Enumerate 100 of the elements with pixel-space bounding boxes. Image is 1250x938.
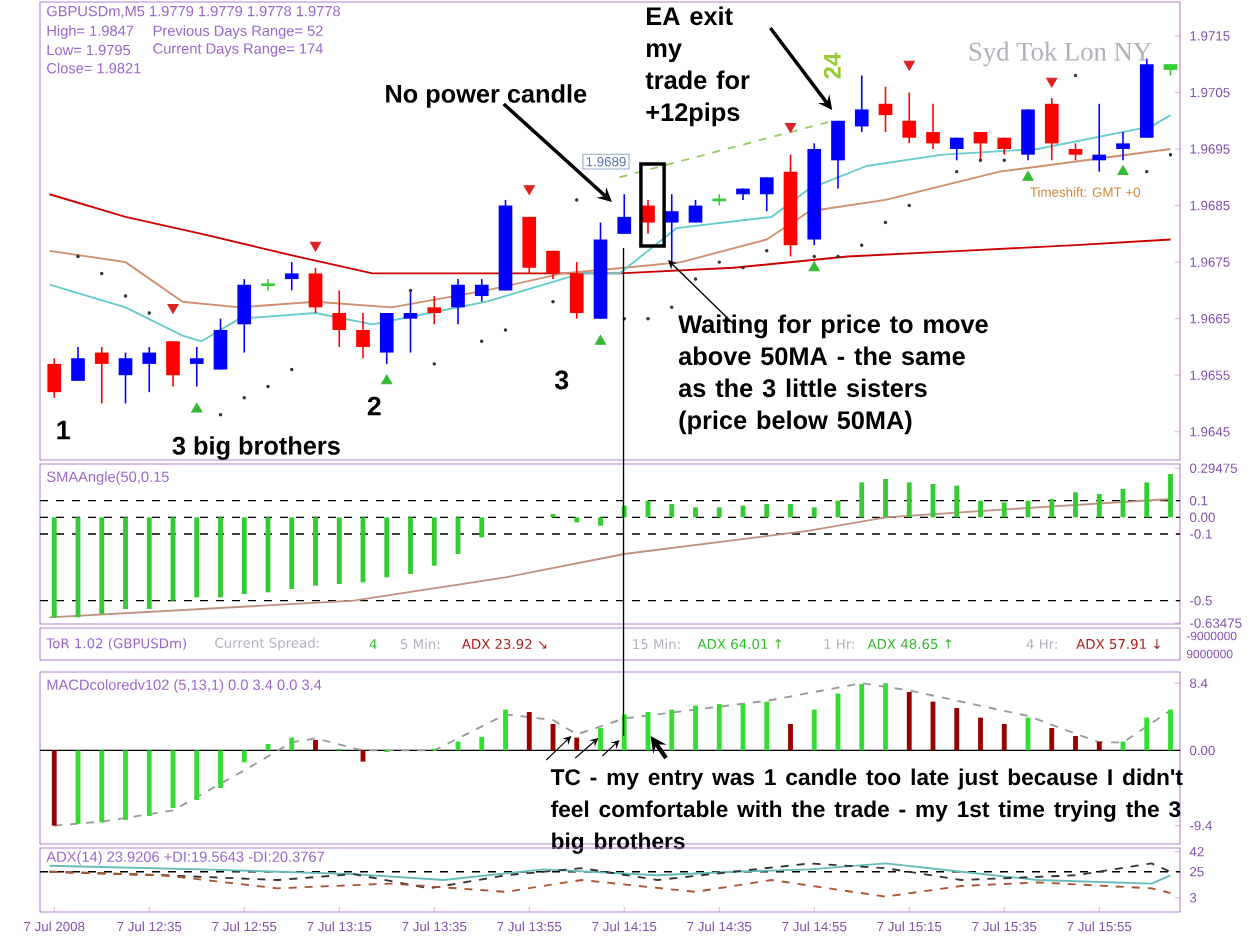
bar (621, 714, 627, 751)
bar (883, 683, 888, 751)
candlestick (688, 199, 703, 224)
bar (1073, 492, 1078, 518)
bar (1001, 724, 1007, 751)
candlestick (427, 295, 442, 326)
bar (811, 709, 817, 751)
bar (51, 517, 57, 618)
bar (241, 750, 247, 763)
bar (289, 737, 295, 751)
point (1046, 77, 1058, 88)
candlestick (474, 278, 489, 303)
candlestick (308, 266, 323, 314)
candlestick (569, 261, 584, 320)
bar (669, 504, 675, 518)
candlestick (831, 119, 845, 190)
candlestick (403, 289, 418, 354)
candlestick (451, 278, 465, 326)
bar (906, 482, 912, 518)
annotation: 3 big brothers (172, 436, 340, 460)
bar (906, 692, 912, 751)
candlestick (1044, 97, 1059, 162)
annotation: 2 (367, 396, 381, 416)
bar (146, 750, 152, 817)
candlestick (379, 312, 394, 365)
bar (218, 750, 223, 789)
bar (716, 704, 722, 751)
candlestick (356, 312, 370, 360)
point (784, 122, 797, 133)
candlestick (142, 346, 157, 393)
bar (336, 517, 342, 585)
candlestick (617, 193, 632, 235)
bar (1049, 499, 1055, 518)
bar (1073, 736, 1078, 751)
candlestick (94, 346, 109, 405)
bar (788, 504, 793, 518)
bar (526, 712, 532, 751)
bar (289, 517, 295, 590)
point (381, 374, 393, 385)
candlestick (1092, 102, 1107, 173)
bar (693, 507, 698, 518)
bar (598, 728, 603, 751)
bar (1168, 474, 1173, 518)
candlestick (166, 340, 180, 388)
point (167, 303, 179, 314)
bar (693, 705, 698, 751)
bar (598, 517, 603, 526)
point (1022, 170, 1034, 181)
candlestick (546, 250, 560, 280)
annotation: Waiting for price to move above 50MA - the same as the 3 little sisters (price below 50MA) (678, 314, 988, 435)
bar (218, 517, 223, 598)
annotation: No power candle (386, 84, 587, 108)
bar (99, 517, 105, 615)
bar (123, 750, 128, 821)
candlestick (1116, 131, 1130, 162)
bar (194, 517, 200, 598)
line-series (48, 870, 1172, 898)
point (191, 402, 203, 413)
bar (1096, 741, 1102, 751)
candlestick (213, 317, 228, 371)
annotation: 1 (57, 420, 70, 440)
bar (859, 684, 865, 751)
bar (978, 500, 983, 518)
bar (954, 708, 960, 751)
line-series (48, 862, 1172, 885)
candlestick (332, 289, 347, 348)
bar (1049, 728, 1055, 751)
bar (1168, 709, 1173, 751)
point (1117, 165, 1129, 176)
bar (503, 709, 508, 751)
bar (859, 482, 865, 518)
bar (146, 517, 152, 610)
bar (313, 517, 318, 586)
annotation: EA exit my trade for +12pips (645, 6, 750, 127)
bar (764, 701, 770, 751)
annotation: Syd Tok Lon NY (969, 41, 1152, 67)
bar (431, 517, 437, 566)
bar (384, 517, 390, 578)
point (523, 185, 535, 196)
line-series (48, 498, 1172, 619)
candlestick (47, 357, 62, 399)
bar (313, 740, 318, 751)
candlestick (1021, 108, 1035, 162)
bar (954, 485, 960, 518)
candlestick (973, 131, 988, 162)
point (808, 261, 820, 272)
bar (669, 709, 675, 751)
bar (51, 750, 57, 826)
bar (194, 750, 200, 801)
bar (408, 517, 413, 575)
bar (479, 517, 485, 538)
bar (574, 517, 580, 523)
candlestick (71, 346, 85, 382)
candlestick (926, 102, 940, 150)
annotation: 24 (823, 52, 841, 79)
candlestick (118, 351, 133, 405)
candlestick (237, 278, 252, 354)
bar (764, 504, 770, 518)
candlestick (902, 91, 917, 145)
point (309, 241, 322, 252)
